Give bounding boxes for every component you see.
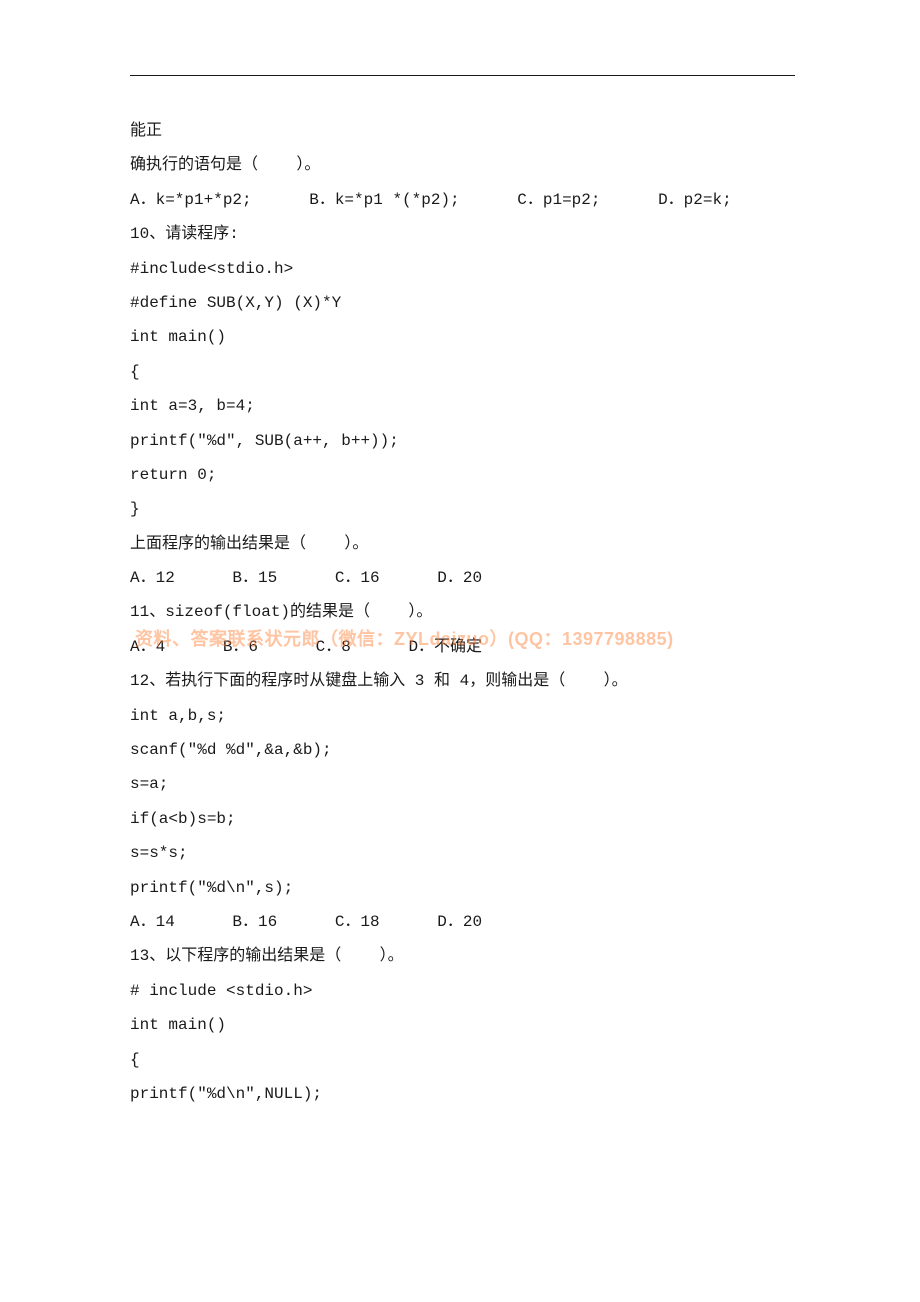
text-line: printf("%d", SUB(a++, b++)); (130, 424, 800, 458)
text-line: printf("%d\n",s); (130, 871, 800, 905)
text-line: { (130, 355, 800, 389)
text-line: 12、若执行下面的程序时从键盘上输入 3 和 4，则输出是（ ）。 (130, 664, 800, 698)
text-line: { (130, 1043, 800, 1077)
text-line: scanf("%d %d",&a,&b); (130, 733, 800, 767)
text-line: #include<stdio.h> (130, 252, 800, 286)
text-line: 10、请读程序: (130, 217, 800, 251)
text-line: } (130, 492, 800, 526)
horizontal-rule (130, 75, 795, 76)
text-line: if(a<b)s=b; (130, 802, 800, 836)
text-line: 11、sizeof(float)的结果是（ ）。 (130, 595, 800, 629)
text-line: int a,b,s; (130, 699, 800, 733)
document-page: 能正确执行的语句是（ ）。A．k=*p1+*p2; B．k=*p1 *(*p2)… (0, 0, 920, 1111)
text-line: A．4 B．6 C．8 D．不确定 (130, 630, 800, 664)
text-line: return 0; (130, 458, 800, 492)
text-line: int main() (130, 320, 800, 354)
text-line: A．12 B．15 C．16 D．20 (130, 561, 800, 595)
text-line: s=s*s; (130, 836, 800, 870)
text-line: # include <stdio.h> (130, 974, 800, 1008)
text-line: 上面程序的输出结果是（ ）。 (130, 527, 800, 561)
text-line: s=a; (130, 767, 800, 801)
document-body: 能正确执行的语句是（ ）。A．k=*p1+*p2; B．k=*p1 *(*p2)… (130, 114, 800, 1111)
text-line: A．14 B．16 C．18 D．20 (130, 905, 800, 939)
text-line: 确执行的语句是（ ）。 (130, 148, 800, 182)
text-line: int a=3, b=4; (130, 389, 800, 423)
text-line: int main() (130, 1008, 800, 1042)
text-line: 13、以下程序的输出结果是（ ）。 (130, 939, 800, 973)
text-line: 能正 (130, 114, 800, 148)
text-line: A．k=*p1+*p2; B．k=*p1 *(*p2); C．p1=p2; D．… (130, 183, 800, 217)
text-line: #define SUB(X,Y) (X)*Y (130, 286, 800, 320)
text-line: printf("%d\n",NULL); (130, 1077, 800, 1111)
